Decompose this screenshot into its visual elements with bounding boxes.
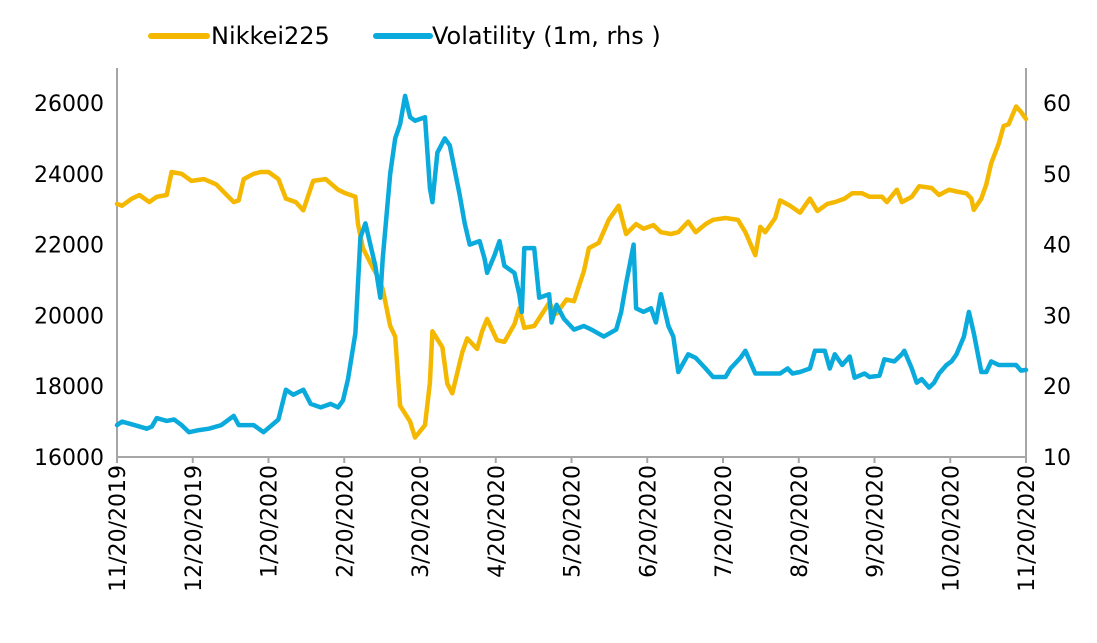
y-tick-label-right: 20 (1043, 375, 1071, 400)
y-tick-label-left: 24000 (34, 163, 104, 188)
y-tick-label-left: 18000 (34, 375, 104, 400)
series-line-nikkei225 (114, 104, 1029, 440)
y-tick-label-left: 26000 (34, 92, 104, 117)
x-tick-label: 9/20/2020 (864, 465, 889, 578)
x-tick-label: 8/20/2020 (788, 465, 813, 578)
series-layer (114, 93, 1029, 440)
y-tick-label-right: 10 (1043, 446, 1071, 471)
axis-ticks: 16000 18000 20000 22000 24000 26000 10 20 30 40 50… (34, 92, 1071, 592)
y-tick-label-right: 30 (1043, 304, 1071, 329)
y-tick-label-right: 50 (1043, 163, 1071, 188)
y-tick-label-left: 16000 (34, 446, 104, 471)
x-tick-label: 4/20/2020 (485, 465, 510, 578)
y-tick-label-right: 40 (1043, 234, 1071, 259)
x-tick-label: 5/20/2020 (561, 465, 586, 578)
legend-label-nikkei225: Nikkei225 (211, 22, 330, 50)
x-tick-label: 1/20/2020 (258, 465, 283, 578)
y-tick-label-left: 20000 (34, 304, 104, 329)
y-tick-label-left: 22000 (34, 234, 104, 259)
x-tick-label: 11/20/2020 (1015, 465, 1040, 592)
legend: Nikkei225 Volatility (1m, rhs ) (148, 22, 661, 50)
x-tick-label: 2/20/2020 (333, 465, 358, 578)
x-tick-label: 7/20/2020 (712, 465, 737, 578)
x-tick-label: 3/20/2020 (409, 465, 434, 578)
x-tick-label: 10/20/2020 (939, 465, 964, 592)
legend-label-volatility: Volatility (1m, rhs ) (432, 22, 661, 50)
x-tick-label: 6/20/2020 (636, 465, 661, 578)
y-tick-label-right: 60 (1043, 92, 1071, 117)
x-tick-label: 11/20/2019 (106, 465, 131, 592)
series-line-volatility (114, 93, 1029, 435)
x-tick-label: 12/20/2019 (182, 465, 207, 592)
